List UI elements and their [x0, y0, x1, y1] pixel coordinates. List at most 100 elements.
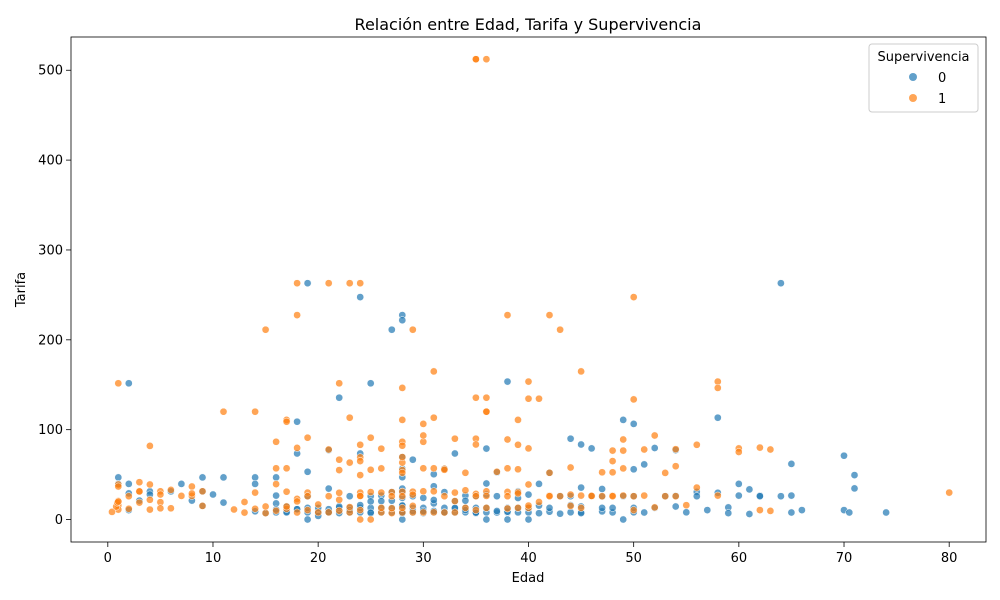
point-survival-1-90	[440, 465, 449, 474]
point-survival-1-218	[398, 504, 407, 512]
point-survival-1-175	[577, 504, 585, 512]
point-survival-0-10	[408, 455, 417, 464]
point-survival-1-148	[251, 504, 259, 513]
point-survival-0-16	[577, 440, 585, 449]
point-survival-1-220	[398, 453, 407, 461]
point-survival-0-18	[619, 416, 628, 424]
point-survival-0-117	[535, 509, 543, 518]
point-survival-1-215	[398, 492, 407, 501]
point-survival-1-8	[293, 311, 301, 319]
point-survival-1-205	[472, 492, 480, 501]
point-survival-0-142	[608, 504, 617, 512]
point-survival-0-6	[366, 379, 375, 388]
point-survival-1-92	[514, 465, 522, 474]
point-survival-1-213	[587, 492, 596, 500]
point-survival-1-93	[608, 468, 617, 477]
point-survival-0-136	[734, 491, 743, 500]
point-survival-1-21	[398, 384, 407, 392]
point-survival-1-55	[514, 440, 522, 449]
point-survival-0-17	[587, 444, 596, 453]
point-survival-1-198	[335, 495, 344, 504]
point-survival-1-124	[577, 491, 585, 500]
point-survival-1-30	[482, 407, 491, 416]
point-survival-1-191	[198, 487, 207, 496]
point-survival-0-12	[451, 449, 459, 458]
point-survival-1-165	[429, 508, 438, 517]
point-survival-1-66	[766, 445, 775, 454]
point-survival-1-25	[535, 394, 543, 403]
point-survival-1-211	[556, 492, 564, 501]
point-survival-1-52	[377, 444, 386, 453]
point-survival-1-132	[671, 492, 680, 501]
point-survival-1-49	[293, 444, 301, 452]
point-survival-1-197	[314, 500, 323, 509]
point-survival-1-155	[324, 508, 333, 517]
point-survival-1-56	[524, 444, 533, 453]
y-tick-label-0: 0	[55, 513, 63, 528]
point-survival-1-135	[945, 488, 954, 497]
point-survival-1-24	[524, 394, 533, 403]
point-survival-1-32	[282, 417, 291, 426]
point-survival-1-207	[503, 492, 512, 501]
point-survival-0-21	[777, 279, 785, 288]
point-survival-1-163	[408, 508, 417, 517]
point-survival-1-139	[124, 504, 133, 513]
point-survival-0-81	[124, 480, 133, 488]
point-survival-1-146	[230, 505, 238, 514]
point-survival-0-120	[566, 508, 575, 517]
point-survival-0-129	[745, 510, 754, 518]
x-tick-label-70: 70	[836, 551, 853, 566]
point-survival-1-180	[756, 506, 764, 514]
point-survival-1-168	[461, 504, 470, 512]
point-survival-0-138	[671, 502, 680, 511]
point-survival-1-176	[608, 492, 617, 501]
point-survival-1-216	[377, 504, 386, 512]
point-survival-1-105	[324, 492, 333, 501]
point-survival-0-37	[640, 460, 649, 469]
point-survival-0-183	[482, 515, 491, 524]
point-survival-0-25	[787, 460, 796, 468]
point-survival-1-68	[356, 457, 365, 465]
point-survival-1-87	[377, 464, 386, 473]
point-survival-0-132	[845, 508, 854, 517]
point-survival-0-147	[545, 504, 554, 512]
point-survival-1-116	[461, 486, 470, 495]
legend: Supervivencia 0 1	[868, 43, 979, 113]
point-survival-0-178	[366, 508, 375, 517]
point-survival-0-0	[124, 379, 133, 388]
point-survival-0-26	[787, 491, 796, 500]
point-survival-1-106	[335, 488, 344, 497]
point-survival-1-83	[282, 464, 291, 473]
point-survival-1-16	[114, 379, 123, 388]
point-survival-1-182	[108, 508, 116, 516]
point-survival-1-154	[314, 508, 323, 517]
point-survival-0-68	[303, 467, 312, 476]
point-survival-1-72	[429, 464, 438, 473]
y-tick-label-300: 300	[38, 243, 63, 258]
point-survival-0-36	[650, 444, 659, 452]
point-survival-1-78	[608, 457, 617, 465]
point-survival-0-71	[272, 473, 280, 482]
chart-title: Relación entre Edad, Tarifa y Superviven…	[355, 15, 702, 34]
point-survival-1-75	[493, 467, 501, 476]
point-survival-1-171	[503, 504, 512, 513]
point-survival-0-126	[682, 508, 691, 517]
point-survival-1-77	[566, 463, 575, 472]
point-survival-1-140	[135, 498, 144, 507]
point-survival-1-186	[124, 492, 133, 501]
point-survival-1-159	[366, 515, 375, 524]
point-survival-1-109	[377, 488, 386, 497]
point-survival-1-126	[598, 492, 606, 501]
point-survival-1-153	[303, 506, 312, 514]
point-survival-1-208	[514, 489, 522, 498]
point-survival-1-100	[188, 482, 196, 491]
point-survival-1-27	[219, 407, 228, 416]
point-survival-1-26	[629, 395, 638, 404]
point-survival-0-73	[251, 473, 259, 482]
point-survival-0-57	[419, 494, 428, 502]
point-survival-1-144	[177, 492, 186, 500]
x-tick-label-40: 40	[520, 551, 537, 566]
point-survival-1-80	[661, 469, 670, 477]
point-survival-1-61	[671, 445, 680, 454]
